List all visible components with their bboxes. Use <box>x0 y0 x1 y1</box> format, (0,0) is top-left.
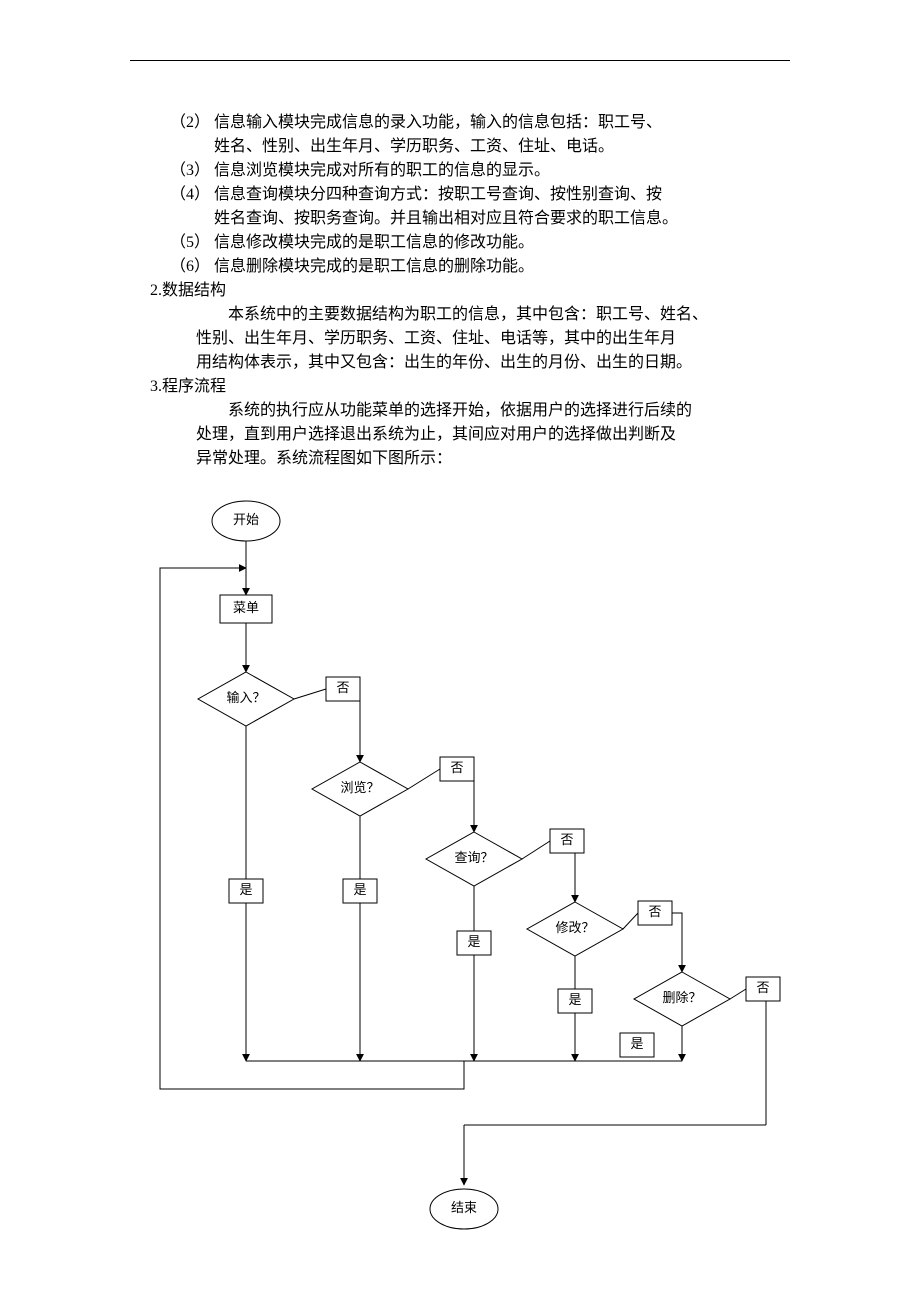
svg-text:输入？: 输入？ <box>226 690 265 705</box>
item-3-num: （3） <box>150 159 214 183</box>
section-2-line-b: 性别、出生年月、学历职务、工资、住址、电话等，其中的出生年月 <box>150 327 770 351</box>
svg-text:是: 是 <box>353 882 366 897</box>
svg-text:浏览？: 浏览？ <box>340 780 379 795</box>
svg-text:查询？: 查询？ <box>454 850 493 865</box>
section-3-line-c: 异常处理。系统流程图如下图所示： <box>150 447 770 471</box>
section-3-heading: 3.程序流程 <box>150 375 770 399</box>
svg-text:是: 是 <box>630 1036 643 1051</box>
section-2-line-a: 本系统中的主要数据结构为职工的信息，其中包含：职工号、姓名、 <box>150 303 770 327</box>
document-text: （2） 信息输入模块完成信息的录入功能，输入的信息包括：职工号、 姓名、性别、出… <box>150 111 770 471</box>
flowchart: 开始菜单输入？浏览？查询？修改？删除？否否否否否是是是是是结束 <box>130 489 790 1249</box>
svg-text:否: 否 <box>450 760 463 775</box>
item-4-text-a: 信息查询模块分四种查询方式：按职工号查询、按性别查询、按 <box>214 183 770 207</box>
svg-text:否: 否 <box>756 980 769 995</box>
svg-text:结束: 结束 <box>451 1200 477 1215</box>
svg-text:是: 是 <box>467 934 480 949</box>
item-2-text-b: 姓名、性别、出生年月、学历职务、工资、住址、电话。 <box>150 135 770 159</box>
section-2-line-c: 用结构体表示，其中又包含：出生的年份、出生的月份、出生的日期。 <box>150 351 770 375</box>
item-6-text: 信息删除模块完成的是职工信息的删除功能。 <box>214 255 770 279</box>
svg-text:修改？: 修改？ <box>555 920 594 935</box>
item-5-text: 信息修改模块完成的是职工信息的修改功能。 <box>214 231 770 255</box>
item-4-num: （4） <box>150 183 214 207</box>
item-3-text: 信息浏览模块完成对所有的职工的信息的显示。 <box>214 159 770 183</box>
item-2-text-a: 信息输入模块完成信息的录入功能，输入的信息包括：职工号、 <box>214 111 770 135</box>
svg-text:否: 否 <box>560 832 573 847</box>
section-2-heading: 2.数据结构 <box>150 279 770 303</box>
item-4-text-b: 姓名查询、按职务查询。并且输出相对应且符合要求的职工信息。 <box>150 207 770 231</box>
section-3-line-a: 系统的执行应从功能菜单的选择开始，依据用户的选择进行后续的 <box>150 399 770 423</box>
section-3-line-b: 处理，直到用户选择退出系统为止，其间应对用户的选择做出判断及 <box>150 423 770 447</box>
svg-text:菜单: 菜单 <box>233 600 259 615</box>
item-2-num: （2） <box>150 111 214 135</box>
svg-text:否: 否 <box>336 680 349 695</box>
top-rule <box>130 60 790 61</box>
item-6-num: （6） <box>150 255 214 279</box>
svg-text:开始: 开始 <box>233 512 259 527</box>
svg-text:删除？: 删除？ <box>662 990 701 1005</box>
svg-text:是: 是 <box>239 882 252 897</box>
svg-text:否: 否 <box>648 904 661 919</box>
item-5-num: （5） <box>150 231 214 255</box>
svg-text:是: 是 <box>568 992 581 1007</box>
